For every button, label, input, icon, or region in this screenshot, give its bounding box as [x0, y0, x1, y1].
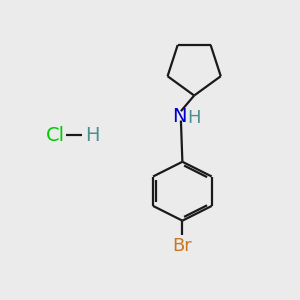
Text: H: H — [188, 109, 201, 127]
Text: Br: Br — [172, 237, 192, 255]
Text: N: N — [172, 106, 187, 126]
Text: H: H — [85, 126, 99, 145]
Text: Cl: Cl — [46, 126, 64, 145]
